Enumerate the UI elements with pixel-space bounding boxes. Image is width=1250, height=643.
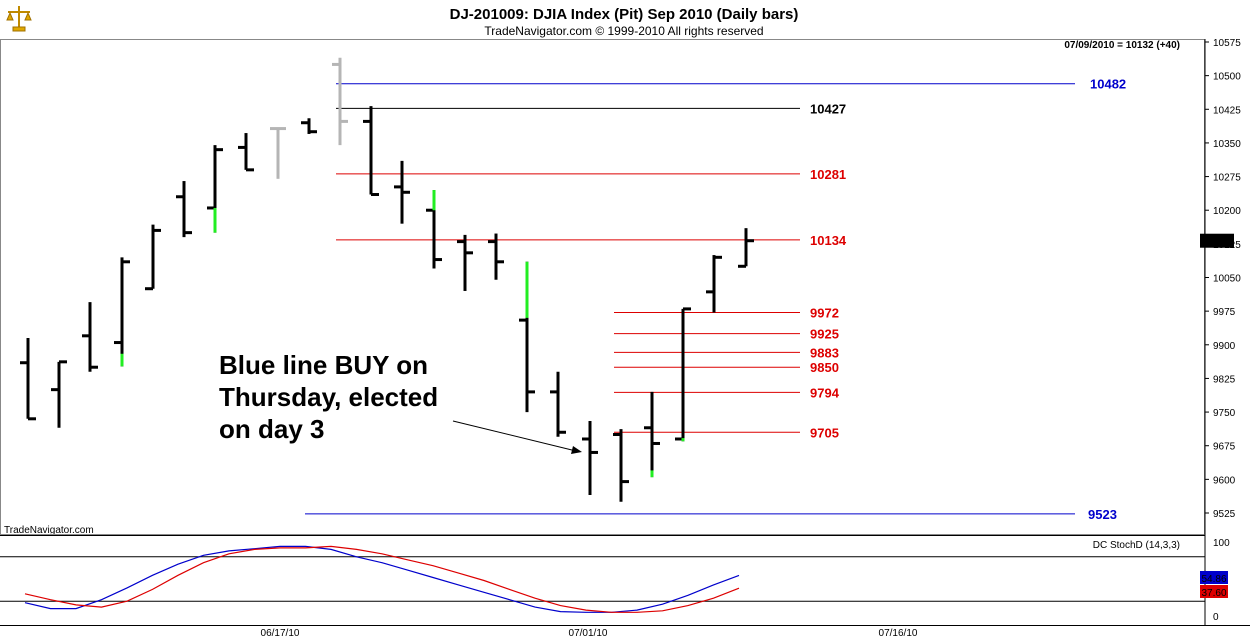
ohlc-bar [114, 257, 130, 367]
ohlc-bar [738, 228, 754, 268]
date-label-1: 06/17/10 [261, 628, 300, 639]
ohlc-bar [550, 371, 566, 437]
ohlc-bar [644, 391, 660, 478]
price-tick-label: 10425 [1213, 105, 1241, 116]
stoch-title: DC StochD (14,3,3) [1093, 540, 1180, 551]
level-label: 9883 [810, 345, 839, 360]
price-tick-label: 10350 [1213, 139, 1241, 150]
stoch-value-label: 54.86 [1201, 574, 1226, 585]
stoch-value-tag [1200, 585, 1228, 598]
annotation: Blue line BUY on Thursday, elected on da… [219, 350, 582, 454]
ohlc-bar [363, 106, 379, 197]
stoch-axis: 100 0 54.86 37.60 [1200, 538, 1230, 623]
annotation-arrowhead [571, 446, 582, 454]
price-bars [20, 57, 754, 502]
date-axis: 06/17/10 07/01/10 07/16/10 [261, 628, 918, 639]
price-tick-label: 9975 [1213, 307, 1236, 318]
price-tick-label: 9825 [1213, 374, 1236, 385]
annotation-line-2: Thursday, elected [219, 382, 438, 412]
watermark: TradeNavigator.com [4, 525, 94, 536]
annotation-arrow [452, 420, 577, 452]
level-label: 10134 [810, 233, 847, 248]
ohlc-bar [457, 234, 473, 291]
svg-text:10132: 10132 [1203, 237, 1231, 248]
current-price-tag: 10132 [1200, 233, 1234, 248]
annotation-line-1: Blue line BUY on [219, 350, 428, 380]
price-tick-label: 10500 [1213, 72, 1241, 83]
level-label: 9972 [810, 305, 839, 320]
last-value-readout: 07/09/2010 = 10132 (+40) [1064, 40, 1180, 51]
price-pane [0, 39, 1206, 625]
stoch-tick-label: 0 [1213, 612, 1219, 623]
level-label: 9925 [810, 327, 839, 342]
level-label: 10482 [1090, 77, 1126, 92]
scales-logo-icon [6, 4, 32, 32]
price-tick-label: 9525 [1213, 509, 1236, 520]
ohlc-bar [207, 145, 223, 233]
level-label: 10281 [810, 167, 846, 182]
price-tick-label: 9900 [1213, 341, 1236, 352]
stoch-pane [0, 535, 1250, 626]
ohlc-bar [270, 127, 286, 179]
ohlc-bar [51, 360, 67, 428]
ohlc-bar [488, 233, 504, 280]
ohlc-bar [519, 261, 535, 413]
stoch-series-line [24, 545, 740, 613]
level-label: 9850 [810, 360, 839, 375]
stoch-tick-label: 100 [1213, 538, 1230, 549]
ohlc-bar [582, 421, 598, 496]
annotation-line-3: on day 3 [219, 414, 324, 444]
price-tick-label: 10050 [1213, 274, 1241, 285]
price-tick-label: 9600 [1213, 475, 1236, 486]
price-tick-label: 10575 [1213, 38, 1241, 49]
chart-title: DJ-201009: DJIA Index (Pit) Sep 2010 (Da… [450, 6, 799, 23]
stoch-lines [0, 545, 1205, 613]
chart-subtitle: TradeNavigator.com © 1999-2010 All right… [484, 24, 763, 38]
stoch-value-tag [1200, 571, 1228, 584]
price-axis: 1057510500104251035010275102001012510050… [1205, 38, 1241, 520]
ohlc-bar [426, 190, 442, 269]
ohlc-bar [706, 255, 722, 313]
price-tick-label: 10275 [1213, 173, 1241, 184]
date-label-3: 07/16/10 [879, 628, 918, 639]
ohlc-bar [238, 133, 254, 172]
level-label: 9794 [810, 385, 840, 400]
ohlc-bar [176, 181, 192, 238]
stoch-value-label: 37.60 [1201, 588, 1226, 599]
level-label: 9705 [810, 425, 839, 440]
price-tick-label: 10200 [1213, 206, 1241, 217]
ohlc-bar [332, 57, 348, 146]
ohlc-bar [20, 338, 36, 421]
ohlc-bar [613, 429, 629, 502]
level-label: 10427 [810, 101, 846, 116]
date-label-2: 07/01/10 [569, 628, 608, 639]
level-label: 9523 [1088, 507, 1117, 522]
price-tick-label: 9675 [1213, 442, 1236, 453]
ohlc-bar [301, 118, 317, 134]
ohlc-bar [82, 302, 98, 372]
ohlc-bar [145, 224, 161, 291]
stoch-series-line [24, 545, 740, 613]
ohlc-bar [675, 307, 691, 442]
ohlc-bar [394, 160, 410, 224]
price-tick-label: 9750 [1213, 408, 1236, 419]
